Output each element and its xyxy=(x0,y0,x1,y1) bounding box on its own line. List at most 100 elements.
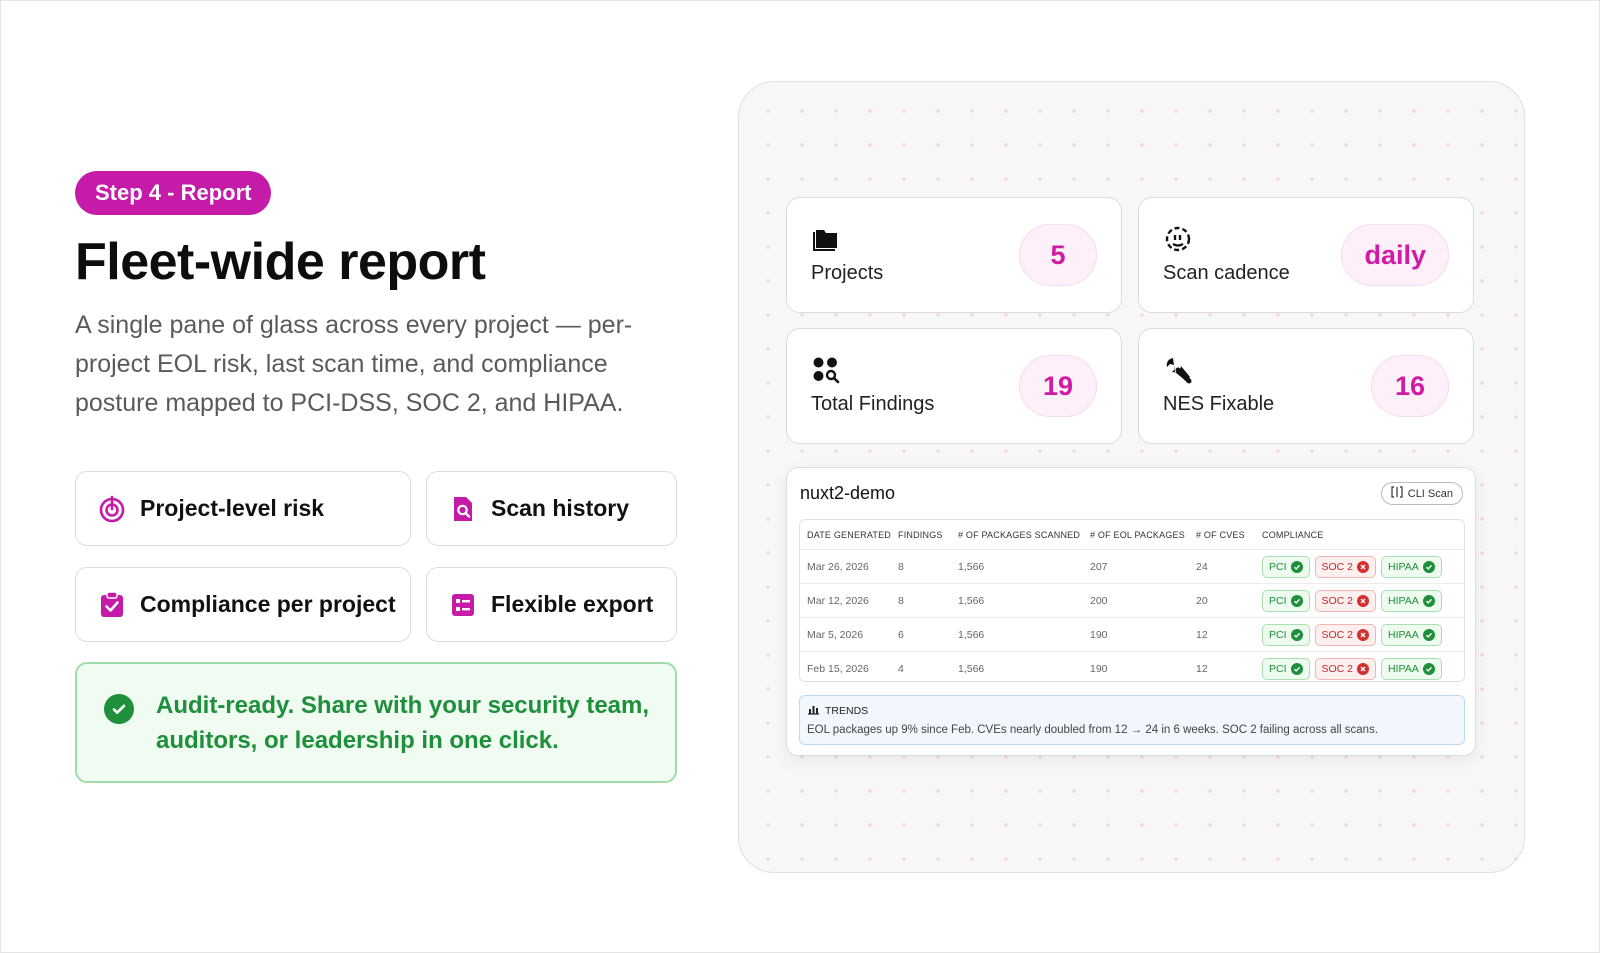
table-row[interactable]: Feb 15, 2026 4 1,566 190 12 PCI SOC 2 HI… xyxy=(800,652,1464,681)
findings-search-icon xyxy=(811,355,841,385)
badge-label: PCI xyxy=(1269,560,1287,573)
pci-badge: PCI xyxy=(1262,589,1310,612)
step-badge: Step 4 - Report xyxy=(75,171,272,215)
badge-label: PCI xyxy=(1269,663,1287,675)
audit-text: Audit-ready. Share with your security te… xyxy=(156,692,650,754)
badge-label: PCI xyxy=(1269,628,1287,641)
badge-label: HIPAA xyxy=(1388,628,1419,641)
cell-date: Feb 15, 2026 xyxy=(807,663,869,675)
cell-cves: 20 xyxy=(1196,594,1208,607)
document-search-icon xyxy=(449,495,477,523)
stat-card-scan-cadence: Scan cadence daily xyxy=(1138,197,1474,313)
feature-label: Flexible export xyxy=(491,591,654,617)
trends-text: EOL packages up 9% since Feb. CVEs nearl… xyxy=(807,724,1379,736)
check-icon xyxy=(1290,560,1303,573)
hipaa-badge: HIPAA xyxy=(1381,623,1442,646)
compliance-badges: PCI SOC 2 HIPAA xyxy=(1262,555,1442,578)
stat-label: Total Findings xyxy=(811,393,935,415)
compliance-badges: PCI SOC 2 HIPAA xyxy=(1262,658,1442,680)
compliance-badges: PCI SOC 2 HIPAA xyxy=(1262,589,1442,612)
stat-value: daily xyxy=(1341,224,1449,286)
badge-label: HIPAA xyxy=(1388,594,1419,607)
page-description: A single pane of glass across every proj… xyxy=(75,311,633,417)
trends-label: TRENDS xyxy=(825,704,869,717)
col-compliance: COMPLIANCE xyxy=(1262,529,1324,540)
stat-card-total-findings: Total Findings 19 xyxy=(786,328,1122,444)
cell-findings: 8 xyxy=(898,560,904,573)
scan-table: DATE GENERATED FINDINGS # OF PACKAGES SC… xyxy=(799,519,1465,682)
pci-badge: PCI xyxy=(1262,658,1310,680)
x-icon xyxy=(1357,628,1370,641)
cell-scanned: 1,566 xyxy=(958,560,985,573)
list-icon xyxy=(449,591,477,619)
cell-findings: 4 xyxy=(898,663,904,675)
col-date: DATE GENERATED xyxy=(807,529,891,540)
feature-label: Project-level risk xyxy=(140,495,325,521)
cli-scan-button[interactable]: CLI Scan xyxy=(1380,482,1463,505)
folder-icon xyxy=(811,224,841,254)
stat-label: Projects xyxy=(811,262,884,284)
badge-label: PCI xyxy=(1269,594,1287,607)
feature-flexible-export: Flexible export xyxy=(426,567,677,642)
soc2-badge: SOC 2 xyxy=(1314,658,1377,680)
stat-card-nes-fixable: NES Fixable 16 xyxy=(1138,328,1474,444)
hipaa-badge: HIPAA xyxy=(1381,555,1442,578)
col-scanned: # OF PACKAGES SCANNED xyxy=(958,529,1081,540)
cell-findings: 6 xyxy=(898,628,904,641)
cell-cves: 12 xyxy=(1196,663,1208,675)
check-icon xyxy=(1290,628,1303,641)
x-icon xyxy=(1357,594,1370,607)
target-icon xyxy=(98,495,126,523)
cell-date: Mar 5, 2026 xyxy=(807,628,864,641)
table-row[interactable]: Mar 26, 2026 8 1,566 207 24 PCI SOC 2 HI… xyxy=(800,550,1464,584)
cell-eol: 200 xyxy=(1090,594,1108,607)
badge-label: HIPAA xyxy=(1388,560,1419,573)
soc2-badge: SOC 2 xyxy=(1314,589,1377,612)
cell-eol: 207 xyxy=(1090,560,1108,573)
table-row[interactable]: Mar 12, 2026 8 1,566 200 20 PCI SOC 2 HI… xyxy=(800,584,1464,618)
cell-date: Mar 12, 2026 xyxy=(807,594,869,607)
stat-label: NES Fixable xyxy=(1163,393,1275,415)
cell-date: Mar 26, 2026 xyxy=(807,560,869,573)
pci-badge: PCI xyxy=(1262,623,1310,646)
stat-value: 5 xyxy=(1019,224,1097,286)
feature-compliance-per-project: Compliance per project xyxy=(75,567,411,642)
check-icon xyxy=(1422,560,1435,573)
badge-label: SOC 2 xyxy=(1321,560,1354,573)
cell-eol: 190 xyxy=(1090,628,1108,641)
badge-label: SOC 2 xyxy=(1321,663,1354,675)
trends-box: TRENDS EOL packages up 9% since Feb. CVE… xyxy=(799,695,1465,745)
cli-scan-label: CLI Scan xyxy=(1407,487,1453,500)
col-cves: # OF CVES xyxy=(1196,529,1245,540)
stat-card-projects: Projects 5 xyxy=(786,197,1122,313)
wrench-icon xyxy=(1163,355,1193,385)
check-icon xyxy=(1290,663,1303,675)
badge-label: SOC 2 xyxy=(1321,628,1354,641)
feature-label: Scan history xyxy=(491,495,630,521)
scan-icon xyxy=(1391,486,1403,501)
badge-label: HIPAA xyxy=(1388,663,1419,675)
stat-value: 16 xyxy=(1371,355,1449,417)
cell-findings: 8 xyxy=(898,594,904,607)
cell-eol: 190 xyxy=(1090,663,1108,675)
trend-chart-icon xyxy=(807,703,820,718)
trends-header: TRENDS xyxy=(807,703,868,718)
x-icon xyxy=(1357,663,1370,675)
check-circle-icon xyxy=(104,694,134,724)
hipaa-badge: HIPAA xyxy=(1381,658,1442,680)
soc2-badge: SOC 2 xyxy=(1314,555,1377,578)
stat-label: Scan cadence xyxy=(1163,262,1290,284)
check-icon xyxy=(1422,594,1435,607)
x-icon xyxy=(1357,560,1370,573)
cell-scanned: 1,566 xyxy=(958,594,985,607)
pci-badge: PCI xyxy=(1262,555,1310,578)
hipaa-badge: HIPAA xyxy=(1381,589,1442,612)
feature-scan-history: Scan history xyxy=(426,471,677,546)
clipboard-check-icon xyxy=(98,590,126,619)
cell-cves: 24 xyxy=(1196,560,1208,573)
cell-cves: 12 xyxy=(1196,628,1208,641)
table-row[interactable]: Mar 5, 2026 6 1,566 190 12 PCI SOC 2 HIP… xyxy=(800,618,1464,652)
check-icon xyxy=(1290,594,1303,607)
project-name: nuxt2-demo xyxy=(800,483,896,503)
cell-scanned: 1,566 xyxy=(958,663,985,675)
